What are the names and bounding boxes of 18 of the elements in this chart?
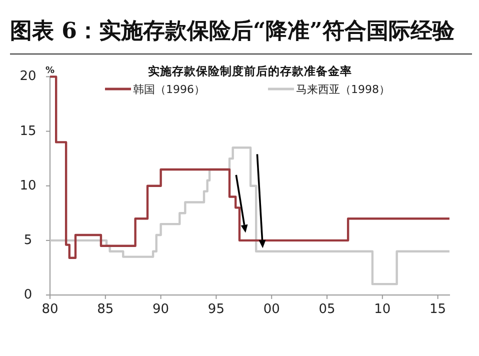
x-tick-label: 00 [263,302,280,317]
x-tick-label: 85 [97,302,114,317]
x-tick-label: 95 [208,302,224,317]
chart-subtitle: 实施存款保险制度前后的存款准备金率 [148,64,352,78]
legend-label: 韩国（1996） [133,83,205,96]
y-tick-label: 5 [24,232,32,248]
y-tick-label: 0 [24,288,32,302]
y-tick-label: 20 [20,69,36,84]
x-tick-label: 05 [318,302,336,317]
x-tick-label: 90 [152,302,170,317]
y-axis-title: % [45,66,55,76]
x-tick-label: 10 [374,302,391,317]
x-tick-label: 15 [430,302,446,317]
y-tick-label: 15 [20,124,36,139]
x-tick-label: 80 [42,302,58,317]
y-tick-label: 10 [20,178,36,194]
chart-title: 图表 6：实施存款保险后“降准”符合国际经验 [10,18,456,44]
legend-label: 马来西亚（1998） [296,83,390,96]
